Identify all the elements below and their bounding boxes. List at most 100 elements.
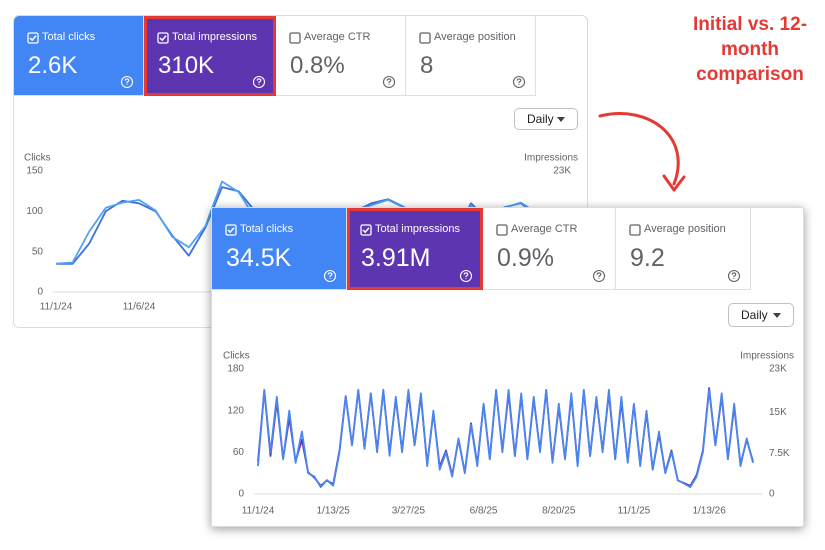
- checkbox: [419, 32, 431, 44]
- dropdown-arrow: [557, 117, 565, 122]
- help-circle: [592, 269, 606, 283]
- checkmark: [159, 35, 167, 42]
- y2-axis-title: Impressions: [524, 153, 578, 164]
- metric-tile[interactable]: Total impressions 3.91M: [347, 208, 483, 290]
- metric-tile[interactable]: Total clicks 2.6K: [14, 16, 144, 96]
- help-icon: [120, 75, 134, 89]
- metric-label: Average position: [644, 223, 726, 235]
- x-tick-label: 11/1/24: [242, 506, 275, 517]
- checkbox: [496, 224, 508, 236]
- metric-value: 0.9%: [497, 244, 554, 272]
- metric-tile[interactable]: Total clicks 34.5K: [212, 208, 347, 290]
- x-tick-label: 11/1/25: [618, 506, 651, 517]
- help-glyph: [516, 78, 522, 85]
- y-tick-label: 50: [32, 246, 44, 257]
- help-glyph: [596, 272, 602, 279]
- granularity-dropdown[interactable]: Daily: [728, 303, 794, 327]
- y-tick-label: 60: [233, 447, 245, 458]
- checkbox-box: [27, 32, 39, 44]
- help-glyph: [386, 78, 392, 85]
- help-icon: [727, 269, 741, 283]
- checkmark: [227, 227, 235, 234]
- help-circle: [382, 75, 396, 89]
- metric-tile[interactable]: Average CTR 0.9%: [483, 208, 616, 290]
- checkbox-box: [289, 32, 301, 44]
- dropdown-label: Daily: [741, 308, 768, 322]
- metric-tile[interactable]: Average CTR 0.8%: [276, 16, 406, 96]
- help-icon: [252, 75, 266, 89]
- help-circle: [459, 269, 473, 283]
- help-glyph: [256, 78, 262, 85]
- help-circle: [727, 269, 741, 283]
- x-tick-label: 11/6/24: [123, 302, 156, 313]
- metric-label: Average position: [434, 31, 516, 43]
- x-tick-label: 1/13/25: [317, 506, 351, 517]
- metric-value: 0.8%: [290, 52, 345, 79]
- help-icon: [512, 75, 526, 89]
- checkbox-box: [225, 224, 237, 236]
- granularity-dropdown[interactable]: Daily: [514, 108, 578, 130]
- x-tick-label: 3/27/25: [392, 506, 426, 517]
- metric-value: 8: [420, 52, 434, 79]
- x-tick-label: 6/8/25: [470, 506, 498, 517]
- checkbox-box: [419, 32, 431, 44]
- help-circle: [512, 75, 526, 89]
- metric-tile[interactable]: Total impressions 310K: [144, 16, 276, 96]
- report-panel: Clicks Impressions 0 60 120 180 0 7.5K 15K 23K 11/…: [211, 207, 804, 527]
- metric-tile[interactable]: Average position 8: [406, 16, 536, 96]
- checkbox-box: [496, 224, 508, 236]
- dropdown-triangle: [773, 313, 781, 318]
- help-icon: [592, 269, 606, 283]
- checkbox: [629, 224, 641, 236]
- dropdown-arrow: [773, 313, 781, 318]
- checkbox: [360, 224, 372, 236]
- metric-value: 310K: [158, 52, 215, 79]
- series-line: [257, 387, 754, 487]
- y2-tick-label: 15K: [769, 407, 787, 418]
- dropdown-label: Daily: [527, 112, 554, 126]
- help-circle: [252, 75, 266, 89]
- highlight-box: [144, 16, 276, 96]
- y2-tick-label: 23K: [769, 364, 787, 375]
- checkmark: [362, 227, 370, 234]
- y2-tick-label: 7.5K: [769, 448, 790, 459]
- y2-tick-label: 0: [769, 489, 775, 500]
- help-glyph: [327, 272, 333, 279]
- metric-value: 2.6K: [28, 52, 78, 79]
- metric-label: Average CTR: [304, 31, 371, 43]
- metric-label: Total clicks: [42, 31, 96, 43]
- help-glyph: [124, 78, 130, 85]
- checkmark: [29, 35, 37, 42]
- y-tick-label: 120: [227, 405, 244, 416]
- x-tick-label: 8/20/25: [542, 506, 576, 517]
- chart: Clicks Impressions 0 60 120 180 0 7.5K 15K 23K 11/…: [223, 351, 794, 517]
- y-tick-label: 0: [238, 489, 244, 500]
- help-circle: [323, 269, 337, 283]
- y-tick-label: 100: [26, 206, 43, 217]
- highlight-box: [347, 208, 483, 290]
- y-tick-label: 0: [37, 287, 43, 298]
- metric-label: Total impressions: [172, 31, 257, 43]
- checkbox: [157, 32, 169, 44]
- checkbox: [225, 224, 237, 236]
- checkbox-box: [360, 224, 372, 236]
- checkbox: [289, 32, 301, 44]
- metric-value: 9.2: [630, 244, 665, 272]
- checkbox: [27, 32, 39, 44]
- series-line: [257, 388, 754, 488]
- y2-axis-title: Impressions: [740, 351, 794, 362]
- metric-tile[interactable]: Average position 9.2: [616, 208, 751, 290]
- checkbox-box: [157, 32, 169, 44]
- help-icon: [323, 269, 337, 283]
- metric-label: Total impressions: [375, 223, 460, 235]
- help-glyph: [463, 272, 469, 279]
- y-tick-label: 150: [26, 166, 43, 177]
- x-tick-label: 1/13/26: [692, 506, 726, 517]
- arrow-curve: [598, 112, 680, 186]
- arrow-head: [662, 174, 686, 192]
- y-axis-title: Clicks: [24, 153, 51, 164]
- help-circle: [120, 75, 134, 89]
- metric-label: Average CTR: [511, 223, 578, 235]
